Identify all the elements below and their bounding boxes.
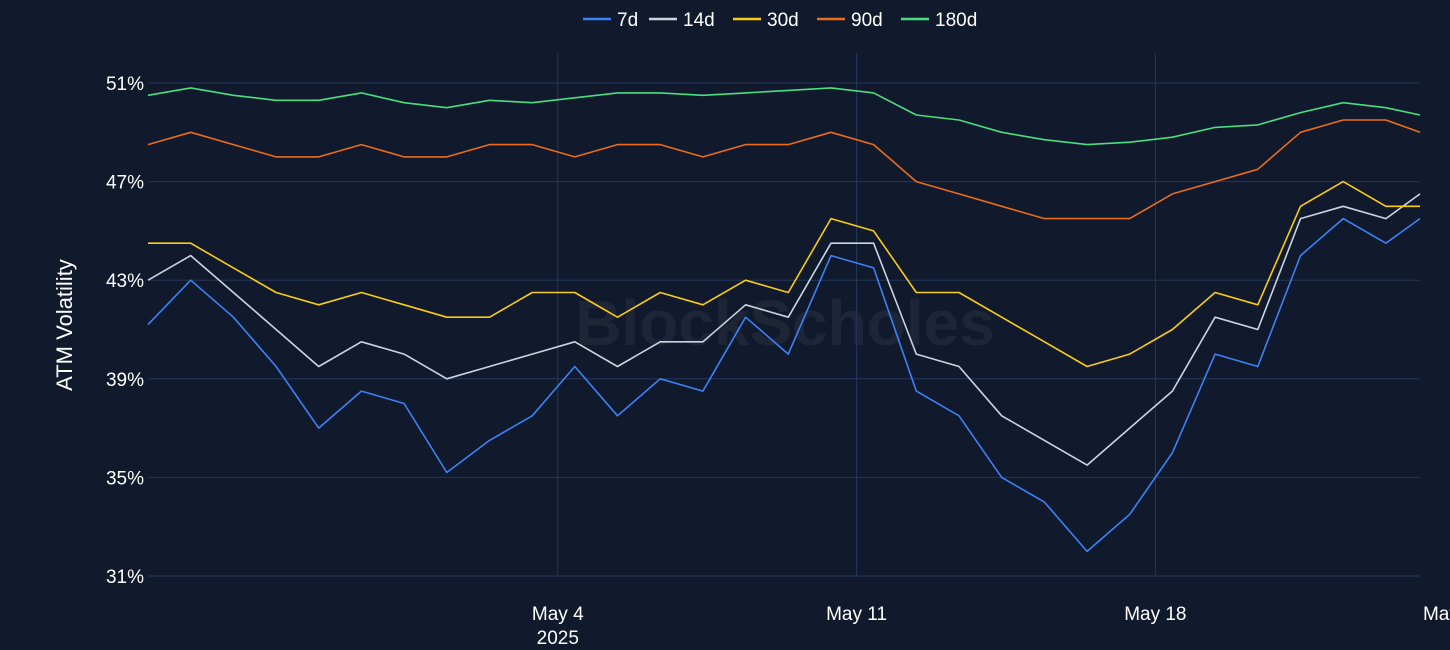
y-tick-label: 39% xyxy=(106,370,144,391)
x-tick-label: May 11 xyxy=(826,604,887,625)
series-lines xyxy=(147,87,1421,553)
y-tick-label: 47% xyxy=(106,173,144,194)
y-tick-label: 51% xyxy=(106,74,144,95)
y-tick-label: 35% xyxy=(106,468,144,489)
series-line-90d xyxy=(147,119,1421,220)
x-tick-label: May 4 xyxy=(532,604,584,625)
series-line-7d xyxy=(147,217,1421,553)
x-axis: May 4 2025 May 11 May 18 May 25 xyxy=(532,604,1450,649)
x-tick-label: May 18 xyxy=(1124,604,1186,625)
watermark: BlockScholes xyxy=(575,287,995,359)
x-tick-year-label: 2025 xyxy=(537,628,579,649)
legend-label-7d[interactable]: 7d xyxy=(617,10,638,31)
series-line-180d xyxy=(147,87,1421,146)
legend-label-180d[interactable]: 180d xyxy=(935,10,977,31)
y-axis-label: ATM Volatility xyxy=(52,259,77,391)
y-axis: 31% 35% 39% 43% 47% 51% xyxy=(106,74,144,588)
x-tick-label: May 25 xyxy=(1423,604,1450,625)
legend-label-90d[interactable]: 90d xyxy=(851,10,883,31)
legend-label-14d[interactable]: 14d xyxy=(683,10,715,31)
series-line-30d xyxy=(148,180,1420,368)
legend: 7d 14d 30d 90d 180d xyxy=(583,10,977,31)
series-line-14d xyxy=(147,193,1421,466)
legend-label-30d[interactable]: 30d xyxy=(767,10,799,31)
y-tick-label: 31% xyxy=(106,567,144,588)
y-tick-label: 43% xyxy=(106,271,144,292)
